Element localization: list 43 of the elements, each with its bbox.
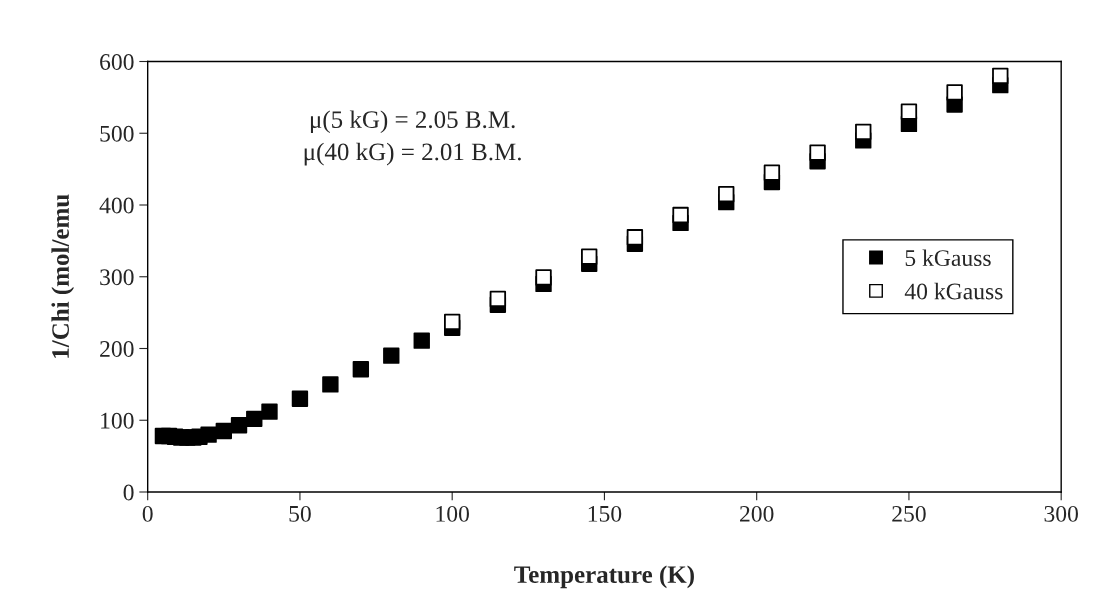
point: [200, 426, 217, 443]
x-tick-label: 0: [142, 505, 153, 522]
point: [535, 269, 552, 286]
x-tick-label: 150: [588, 505, 622, 522]
point: [672, 206, 689, 224]
point: [763, 164, 781, 181]
point: [383, 347, 400, 364]
legend-label: 40 kGauss: [904, 282, 1003, 300]
x-tick-label: 50: [289, 505, 311, 522]
x-tick-label: 200: [740, 505, 774, 522]
point: [718, 186, 735, 203]
y-tick-label: 0: [123, 484, 134, 501]
y-tick-label: 600: [100, 53, 134, 70]
point: [322, 376, 339, 393]
point: [443, 313, 461, 331]
point: [855, 123, 872, 141]
y-tick-label: 100: [101, 412, 134, 429]
annotation: μ(5 kG) = 2.05 B.M.: [310, 110, 515, 134]
point: [809, 144, 826, 161]
y-tick-label: 500: [100, 125, 134, 142]
point: [215, 422, 233, 440]
point: [900, 103, 918, 120]
x-tick-label: 100: [436, 505, 469, 522]
x-tick-label: 250: [892, 505, 926, 522]
legend-label: 5 kGauss: [905, 249, 991, 267]
point: [581, 248, 598, 265]
x-tick-label: 300: [1044, 505, 1078, 522]
point: [489, 290, 507, 308]
point: [230, 417, 248, 434]
point: [992, 67, 1009, 85]
point: [413, 332, 430, 349]
point: [626, 229, 644, 246]
point: [246, 410, 263, 428]
y-tick-label: 200: [100, 340, 134, 357]
point: [946, 84, 963, 101]
point: [291, 390, 309, 407]
point: [261, 403, 278, 420]
y-tick-label: 300: [100, 269, 134, 286]
y-axis-title: 1/Chi (mol/emu: [51, 194, 75, 358]
y-tick-label: 400: [99, 197, 134, 214]
annotation: μ(40 kG) = 2.01 B.M.: [304, 142, 521, 166]
x-axis-title: Temperature (K): [514, 565, 694, 589]
point: [352, 361, 370, 378]
